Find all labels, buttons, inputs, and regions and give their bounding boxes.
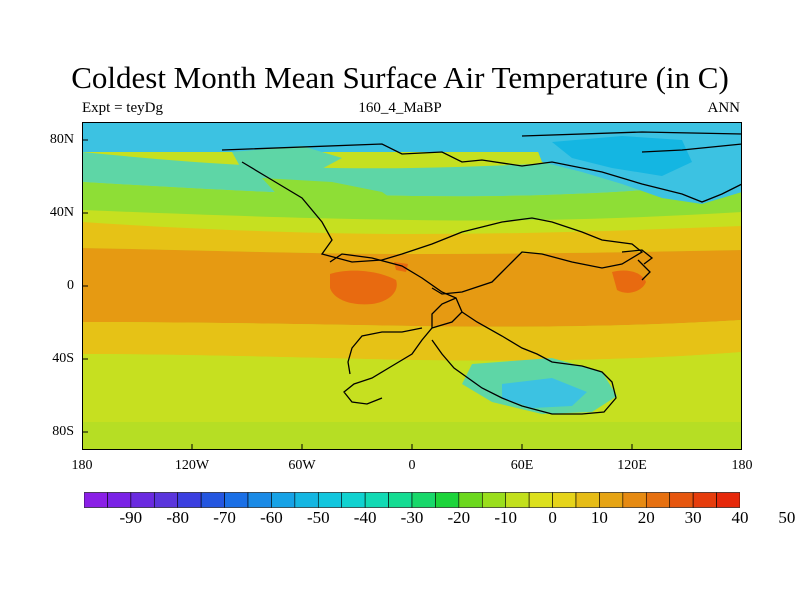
x-tick-0: 0 [408,458,416,473]
colorbar-cell [317,492,343,508]
colorbar-cell [107,492,132,508]
colorbar-cell [622,492,647,508]
cold-region-greenland [232,146,342,180]
band-warm-north [82,222,742,254]
x-tick-120w: 120W [174,458,210,473]
y-tick-0: 0 [67,278,74,293]
colorbar-cell [247,492,272,508]
axis-ticks [82,139,633,450]
colorbar-cell [645,492,671,508]
x-tick-180e: 180 [731,458,753,473]
colorbar-cell [177,492,202,508]
colorbar-cell [388,492,413,508]
colorbar-label: -70 [213,508,236,527]
x-tick-60w: 60W [288,458,316,473]
y-tick-40n: 40N [49,205,74,220]
colorbar-label: -10 [494,508,518,527]
cool-region-north-america [262,178,402,218]
colorbar-label: 40 [731,508,749,527]
band-warm-south [82,320,742,361]
colorbar-cell [599,492,624,508]
colorbar-label: 10 [590,508,608,527]
colorbar-cell [505,492,530,508]
colorbar-cell [84,492,108,508]
experiment-label: Expt = teyDg [82,100,163,116]
colorbar-label: 0 [548,508,557,527]
hot-spot-asia [612,270,646,293]
colorbar-cell [153,492,179,508]
colorbar-cell [294,492,319,508]
x-tick-120e: 120E [617,458,647,473]
band-cool [82,182,742,221]
colorbar-label: -30 [400,508,424,527]
colorbar-label: 20 [637,508,655,527]
cold-region-siberia-core [552,136,692,176]
coastline-east-asia-islands [621,249,654,281]
y-tick-40s: 40S [52,351,74,366]
colorbar-label: -40 [353,508,377,527]
colorbar [84,492,740,508]
hot-spot-south-america [330,270,397,305]
colorbar-label: -60 [260,508,283,527]
colorbar-label: -90 [119,508,143,527]
x-tick-180w: 180 [71,458,93,473]
time-period-label: 160_4_MaBP [358,100,442,116]
colorbar-cell [364,492,389,508]
band-hot [82,248,742,327]
colorbar-cell [200,492,225,508]
map-title: Coldest Month Mean Surface Air Temperatu… [71,60,729,95]
colorbar-cell [271,492,296,508]
colorbar-cell [341,492,366,508]
colorbar-cell [224,492,249,508]
coastline-laurasia [221,143,742,295]
colorbar-cell [552,492,577,508]
colorbar-cell [528,492,553,508]
colorbar-label: 50 [778,508,796,527]
colorbar-cell [575,492,600,508]
temperature-map [82,122,742,450]
colorbar-label: 30 [684,508,702,527]
band-mild-south [82,352,742,422]
colorbar-cell [481,492,507,508]
coastline-north-polar [521,131,742,153]
colorbar-label: -50 [306,508,330,527]
colorbar-label: -80 [166,508,190,527]
y-tick-80s: 80S [52,424,74,439]
coastline-gondwana [329,253,617,415]
colorbar-cell [458,492,483,508]
colorbar-label: -20 [447,508,471,527]
colorbar-cell [411,492,436,508]
y-tick-80n: 80N [49,132,74,147]
cold-region-antarctica-core [502,378,587,408]
colorbar-cell [669,492,694,508]
x-tick-60e: 60E [510,458,534,473]
colorbar-cell [130,492,155,508]
colorbar-cell [716,492,740,508]
colorbar-cell [692,492,717,508]
season-label: ANN [707,100,741,116]
colorbar-cell [435,492,460,508]
